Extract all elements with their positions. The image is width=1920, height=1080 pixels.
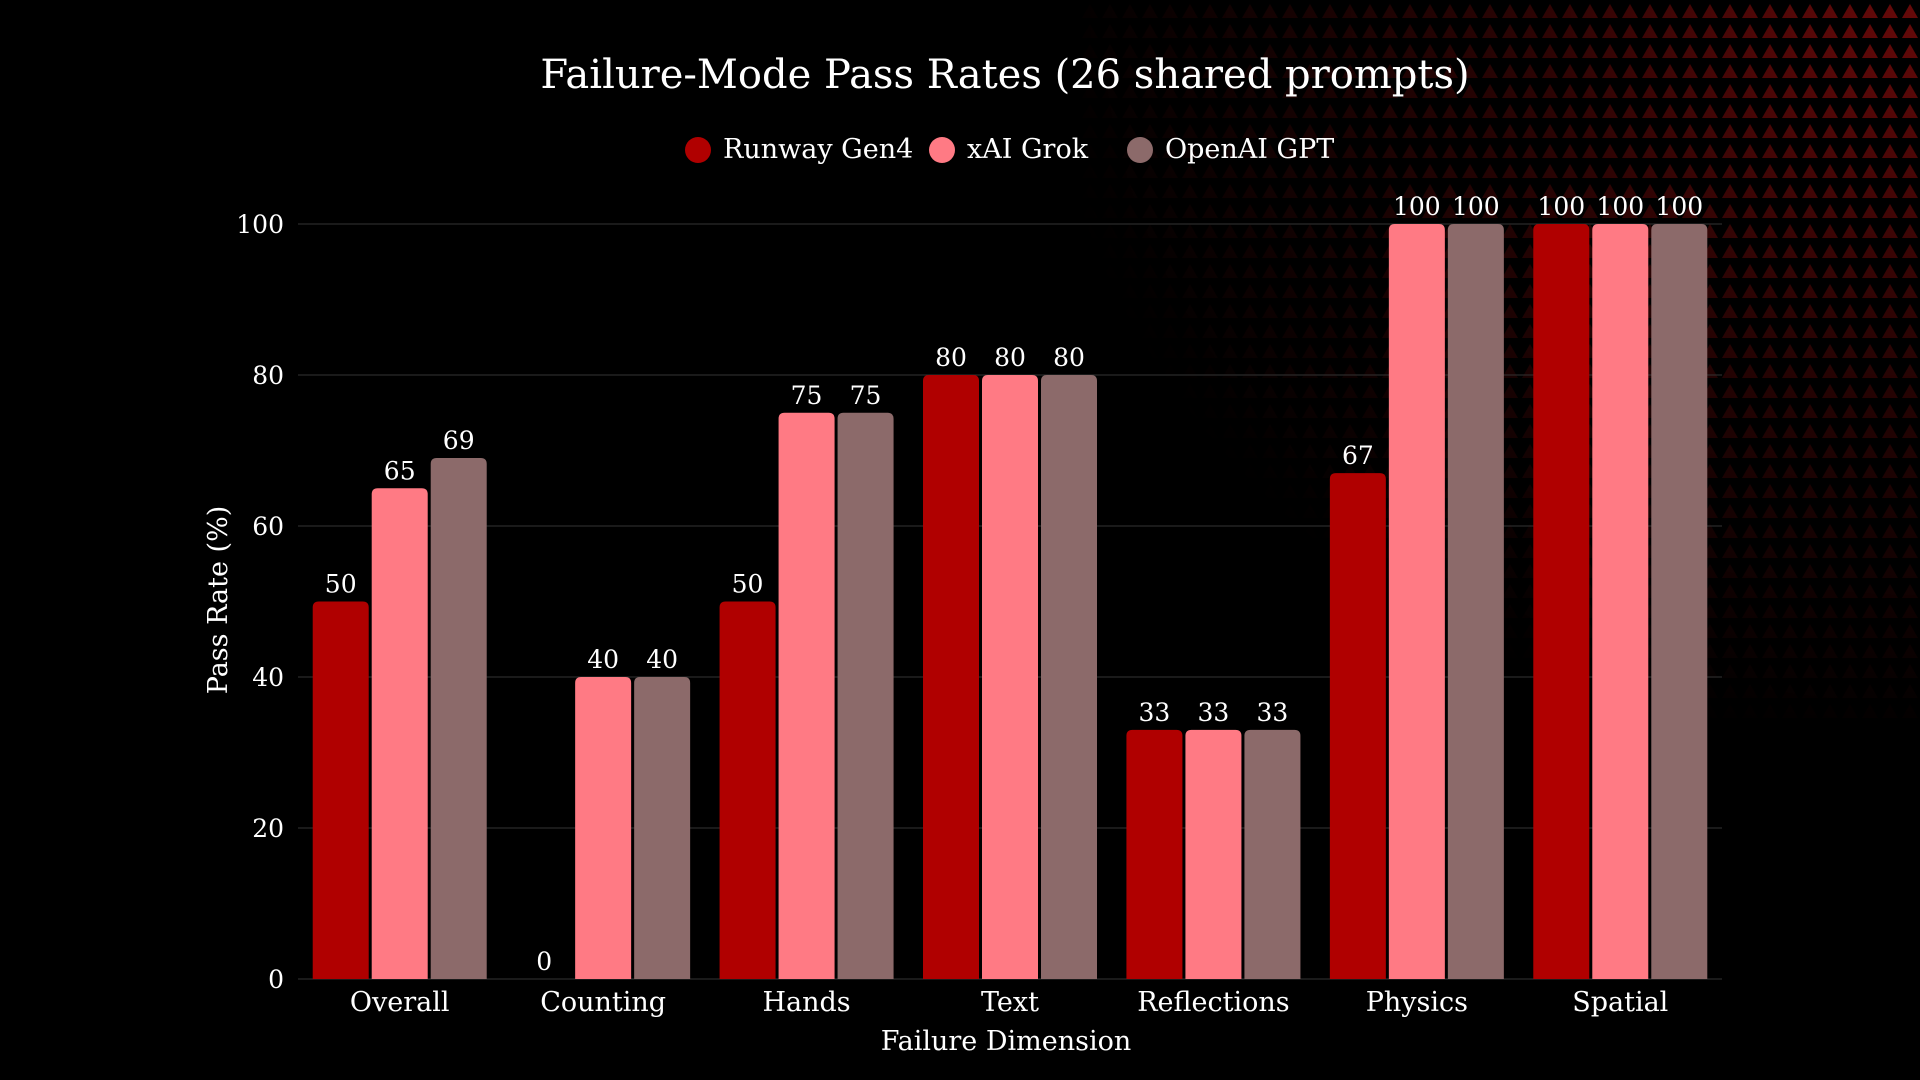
- data-label: 33: [1257, 698, 1289, 727]
- x-category-label: Overall: [350, 987, 450, 1018]
- y-axis-ticks: 0 20 40 60 80 100: [236, 210, 284, 994]
- legend-label: Runway Gen4: [723, 134, 913, 165]
- bar: [837, 412, 894, 979]
- bar: [1592, 224, 1649, 979]
- x-category-label: Text: [981, 987, 1039, 1018]
- bar: [1533, 224, 1590, 979]
- data-label: 50: [732, 570, 764, 599]
- data-label: 69: [443, 426, 475, 455]
- legend-item: Runway Gen4: [685, 134, 913, 165]
- bar: [634, 677, 691, 979]
- data-label: 0: [536, 947, 552, 976]
- bar: [1244, 729, 1301, 979]
- bar: [312, 601, 369, 979]
- y-tick-label: 0: [268, 965, 284, 994]
- bar: [371, 488, 428, 979]
- data-label: 40: [587, 645, 619, 674]
- legend-item: OpenAI GPT: [1127, 134, 1334, 165]
- data-label: 100: [1537, 192, 1585, 221]
- y-tick-label: 80: [252, 361, 284, 390]
- data-label: 100: [1596, 192, 1644, 221]
- bar: [719, 601, 776, 979]
- legend-label: OpenAI GPT: [1165, 134, 1334, 165]
- x-category-label: Spatial: [1572, 987, 1668, 1018]
- data-label: 33: [1198, 698, 1230, 727]
- x-category-label: Counting: [540, 987, 666, 1018]
- legend-swatch: [929, 137, 955, 163]
- x-axis-categories: Overall Counting Hands Text Reflections Physi…: [350, 987, 1668, 1018]
- data-label: 100: [1393, 192, 1441, 221]
- data-label: 75: [791, 381, 823, 410]
- bar: [1041, 375, 1097, 979]
- data-label: 67: [1342, 441, 1374, 470]
- data-label: 40: [646, 645, 678, 674]
- legend: Runway Gen4 xAI Grok OpenAI GPT: [685, 134, 1334, 165]
- data-label: 100: [1452, 192, 1500, 221]
- bars: [312, 224, 1708, 979]
- data-label: 75: [850, 381, 882, 410]
- x-category-label: Hands: [762, 987, 850, 1018]
- bar: [1126, 729, 1183, 979]
- y-tick-label: 100: [236, 210, 284, 239]
- data-label: 80: [935, 343, 967, 372]
- bar: [1447, 224, 1504, 979]
- data-label: 65: [384, 456, 416, 485]
- legend-swatch: [1127, 137, 1153, 163]
- bar: [430, 458, 487, 979]
- bar: [1388, 224, 1445, 979]
- x-category-label: Physics: [1366, 987, 1468, 1018]
- y-tick-label: 20: [252, 814, 284, 843]
- data-label: 33: [1139, 698, 1171, 727]
- legend-item: xAI Grok: [929, 134, 1089, 165]
- legend-swatch: [685, 137, 711, 163]
- bar: [575, 677, 632, 979]
- bar: [1329, 473, 1386, 979]
- legend-label: xAI Grok: [967, 134, 1089, 165]
- data-label: 80: [1053, 343, 1085, 372]
- bar: [778, 412, 835, 979]
- x-category-label: Reflections: [1137, 987, 1289, 1018]
- x-axis-title: Failure Dimension: [881, 1026, 1132, 1057]
- bar: [982, 375, 1038, 979]
- data-labels: 50 65 69 0 40 40 50 75 75 80 80 80 33 33 33 67 100 100 100…: [325, 192, 1703, 976]
- bar: [1651, 224, 1708, 979]
- bar: [923, 375, 979, 979]
- chart-title: Failure-Mode Pass Rates (26 shared promp…: [540, 52, 1469, 98]
- y-axis-title: Pass Rate (%): [203, 506, 234, 695]
- bar: [1185, 729, 1242, 979]
- data-label: 100: [1655, 192, 1703, 221]
- y-tick-label: 40: [252, 663, 284, 692]
- data-label: 80: [994, 343, 1026, 372]
- y-tick-label: 60: [252, 512, 284, 541]
- data-label: 50: [325, 570, 357, 599]
